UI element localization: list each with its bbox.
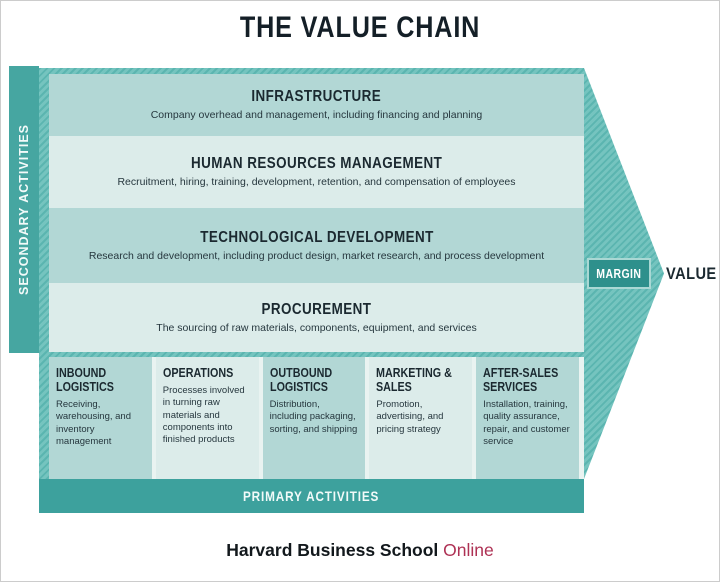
- page-title-text: THE VALUE CHAIN: [239, 11, 481, 44]
- column-marketing-sales: MARKETING & SALES Promotion, advertising…: [369, 357, 473, 483]
- band-technological-development: TECHNOLOGICAL DEVELOPMENT Research and d…: [49, 208, 584, 283]
- band-procurement-description: The sourcing of raw materials, component…: [156, 321, 477, 334]
- margin-badge: MARGIN: [587, 258, 651, 289]
- margin-badge-label: MARGIN: [596, 266, 642, 281]
- band-infrastructure-heading: INFRASTRUCTURE: [251, 88, 382, 105]
- secondary-activities-label: SECONDARY ACTIVITIES: [17, 124, 31, 295]
- band-human-resources-heading: HUMAN RESOURCES MANAGEMENT: [190, 155, 443, 172]
- secondary-activities-rows: INFRASTRUCTURE Company overhead and mana…: [49, 74, 584, 352]
- band-human-resources: HUMAN RESOURCES MANAGEMENT Recruitment, …: [49, 136, 584, 208]
- band-infrastructure: INFRASTRUCTURE Company overhead and mana…: [49, 74, 584, 136]
- column-after-sales-services-heading: AFTER-SALES SERVICES: [483, 366, 559, 394]
- column-marketing-sales-description: Promotion, advertising, and pricing stra…: [376, 399, 444, 435]
- arrow-body: INFRASTRUCTURE Company overhead and mana…: [39, 68, 584, 483]
- footer-brand: Harvard Business School Online: [1, 540, 719, 561]
- column-after-sales-services-description: Installation, training, quality assuranc…: [483, 399, 570, 448]
- band-human-resources-description: Recruitment, hiring, training, developme…: [117, 176, 516, 189]
- primary-activities-columns: INBOUND LOGISTICS Receiving, warehousing…: [49, 357, 584, 483]
- column-outbound-logistics-heading: OUTBOUND LOGISTICS: [269, 366, 332, 394]
- primary-activities-bar: PRIMARY ACTIVITIES: [39, 479, 584, 513]
- band-procurement-heading: PROCUREMENT: [261, 300, 372, 318]
- column-inbound-logistics: INBOUND LOGISTICS Receiving, warehousing…: [49, 357, 152, 483]
- value-label-text: VALUE: [666, 264, 717, 283]
- column-operations: OPERATIONS Processes involved in turning…: [155, 357, 259, 483]
- footer-brand-name: Harvard Business School: [226, 540, 439, 560]
- column-marketing-sales-heading: MARKETING & SALES: [376, 366, 453, 394]
- column-inbound-logistics-description: Receiving, warehousing, and inventory ma…: [56, 399, 131, 448]
- primary-activities-label: PRIMARY ACTIVITIES: [243, 488, 380, 504]
- page-title: THE VALUE CHAIN: [1, 11, 719, 45]
- column-after-sales-services: AFTER-SALES SERVICES Installation, train…: [476, 357, 579, 483]
- column-inbound-logistics-heading: INBOUND LOGISTICS: [56, 366, 114, 394]
- band-infrastructure-description: Company overhead and management, includi…: [150, 109, 483, 122]
- value-label: VALUE: [666, 264, 718, 284]
- column-outbound-logistics: OUTBOUND LOGISTICS Distribution, includi…: [262, 357, 366, 483]
- band-technological-development-heading: TECHNOLOGICAL DEVELOPMENT: [199, 228, 434, 246]
- band-technological-development-description: Research and development, including prod…: [88, 249, 545, 262]
- band-procurement: PROCUREMENT The sourcing of raw material…: [49, 283, 584, 352]
- column-operations-heading: OPERATIONS: [162, 366, 234, 380]
- column-operations-description: Processes involved in turning raw materi…: [162, 385, 245, 446]
- column-outbound-logistics-description: Distribution, including packaging, sorti…: [269, 399, 358, 435]
- footer-brand-suffix: Online: [443, 540, 494, 560]
- secondary-activities-bar: SECONDARY ACTIVITIES: [9, 66, 39, 353]
